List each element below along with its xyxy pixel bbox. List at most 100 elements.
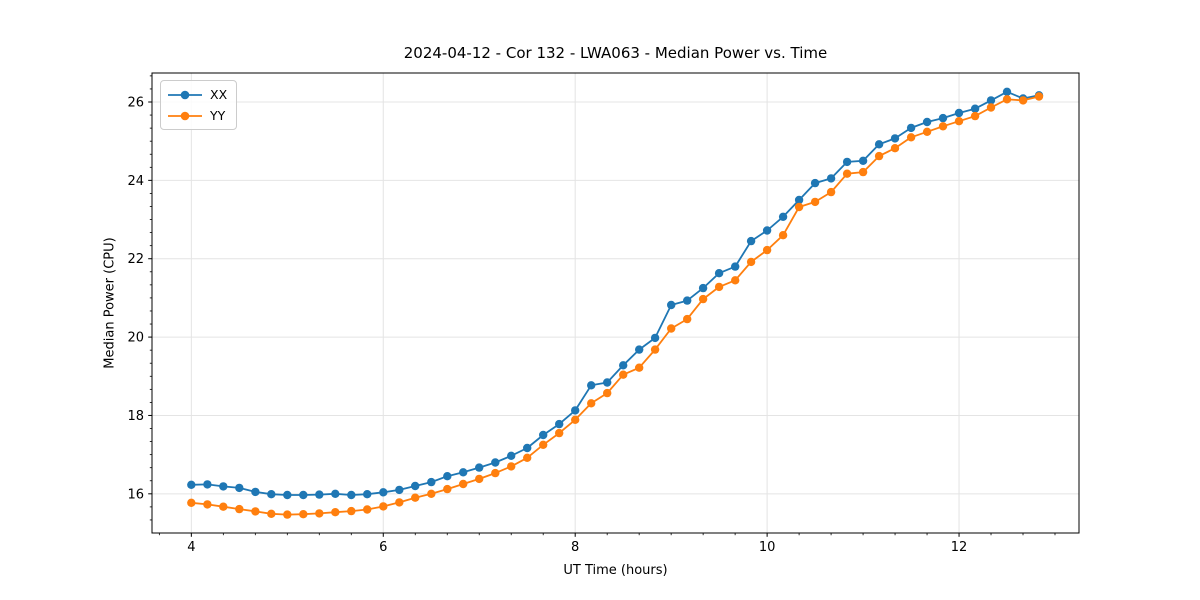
data-point-marker bbox=[650, 345, 660, 354]
data-point-marker bbox=[251, 487, 260, 497]
data-point-marker bbox=[922, 127, 932, 136]
data-point-marker bbox=[587, 381, 596, 390]
data-point-marker bbox=[299, 510, 308, 519]
x-axis: 4 6 8 10 12 bbox=[187, 533, 967, 555]
data-point-marker bbox=[603, 388, 612, 398]
data-point-marker bbox=[762, 226, 772, 235]
data-point-marker bbox=[619, 361, 628, 370]
data-point-marker bbox=[219, 502, 228, 511]
legend-label-yy: YY bbox=[210, 108, 226, 123]
data-point-marker bbox=[491, 458, 500, 467]
y-axis-label: Median Power (CPU) bbox=[102, 237, 118, 369]
data-point-marker bbox=[890, 134, 900, 143]
legend: XX YY bbox=[160, 80, 238, 130]
data-point-marker bbox=[635, 345, 644, 354]
data-point-marker bbox=[698, 283, 708, 293]
data-point-marker bbox=[906, 123, 916, 133]
data-point-marker bbox=[858, 156, 868, 165]
data-point-marker bbox=[219, 482, 228, 491]
data-point-marker bbox=[571, 406, 580, 415]
data-point-marker bbox=[331, 508, 340, 517]
data-point-marker bbox=[970, 104, 980, 113]
data-point-marker bbox=[731, 276, 740, 285]
data-point-marker bbox=[475, 463, 484, 472]
data-point-marker bbox=[874, 140, 884, 149]
data-point-marker bbox=[938, 122, 948, 131]
data-point-marker bbox=[283, 490, 292, 500]
data-point-marker bbox=[970, 111, 980, 121]
data-point-marker bbox=[667, 324, 676, 333]
data-point-marker bbox=[187, 498, 196, 507]
series-xx-line bbox=[191, 90, 1040, 496]
data-point-marker bbox=[1002, 87, 1012, 97]
data-point-marker bbox=[203, 480, 212, 489]
data-point-marker bbox=[459, 468, 468, 477]
data-point-marker bbox=[427, 489, 436, 498]
y-tick-label: 20 bbox=[127, 331, 144, 346]
data-point-marker bbox=[411, 493, 420, 502]
plot-border bbox=[151, 72, 1080, 534]
data-point-marker bbox=[347, 490, 356, 500]
data-point-marker bbox=[491, 468, 500, 478]
data-point-marker bbox=[842, 157, 852, 167]
data-point-marker bbox=[922, 117, 932, 127]
data-point-marker bbox=[714, 282, 724, 292]
data-point-marker bbox=[778, 231, 788, 240]
minor-ticks bbox=[149, 75, 1056, 536]
legend-item-yy: YY bbox=[167, 105, 227, 126]
data-point-marker bbox=[731, 262, 740, 271]
x-tick-label: 8 bbox=[571, 540, 579, 555]
x-tick-label: 10 bbox=[759, 540, 776, 555]
data-point-marker bbox=[794, 195, 804, 205]
data-point-marker bbox=[986, 96, 996, 105]
data-point-marker bbox=[1002, 95, 1012, 104]
y-tick-label: 16 bbox=[127, 487, 144, 502]
data-point-marker bbox=[683, 296, 692, 305]
series-yy-markers bbox=[187, 92, 1044, 519]
data-point-marker bbox=[794, 202, 804, 212]
data-point-marker bbox=[842, 169, 852, 178]
data-point-marker bbox=[890, 144, 900, 153]
data-point-marker bbox=[443, 472, 452, 481]
y-tick-label: 18 bbox=[127, 409, 144, 424]
data-point-marker bbox=[810, 197, 820, 207]
data-point-marker bbox=[954, 117, 964, 126]
data-point-marker bbox=[778, 212, 788, 221]
data-point-marker bbox=[619, 370, 628, 379]
data-point-marker bbox=[299, 490, 308, 500]
data-point-marker bbox=[459, 479, 468, 489]
data-point-marker bbox=[571, 415, 580, 424]
data-point-marker bbox=[650, 333, 660, 343]
data-point-marker bbox=[555, 428, 564, 438]
gridlines bbox=[152, 73, 1079, 533]
data-point-marker bbox=[523, 443, 532, 453]
data-point-marker bbox=[587, 399, 596, 408]
data-point-marker bbox=[363, 490, 372, 499]
legend-label-xx: XX bbox=[210, 87, 228, 102]
data-point-marker bbox=[363, 505, 372, 514]
legend-line-marker-xx-icon bbox=[168, 90, 202, 99]
data-point-marker bbox=[379, 502, 388, 511]
data-point-marker bbox=[683, 314, 692, 324]
x-axis-label: UT Time (hours) bbox=[563, 563, 668, 578]
data-point-marker bbox=[315, 509, 324, 518]
data-point-marker bbox=[235, 504, 244, 514]
data-point-marker bbox=[539, 440, 548, 449]
data-point-marker bbox=[938, 113, 948, 123]
data-point-marker bbox=[331, 489, 340, 498]
data-point-marker bbox=[906, 133, 916, 142]
data-point-marker bbox=[203, 500, 212, 509]
legend-item-xx: XX bbox=[167, 84, 227, 105]
data-point-marker bbox=[874, 151, 884, 161]
data-point-marker bbox=[347, 506, 356, 516]
data-point-marker bbox=[395, 498, 404, 507]
data-point-marker bbox=[411, 481, 420, 491]
chart-title: 2024-04-12 - Cor 132 - LWA063 - Median P… bbox=[403, 44, 828, 62]
data-point-marker bbox=[523, 453, 532, 462]
data-point-marker bbox=[507, 451, 516, 460]
legend-line-marker-yy-icon bbox=[168, 111, 202, 120]
data-point-marker bbox=[283, 510, 292, 519]
data-point-marker bbox=[539, 430, 548, 440]
data-point-marker bbox=[746, 257, 756, 267]
